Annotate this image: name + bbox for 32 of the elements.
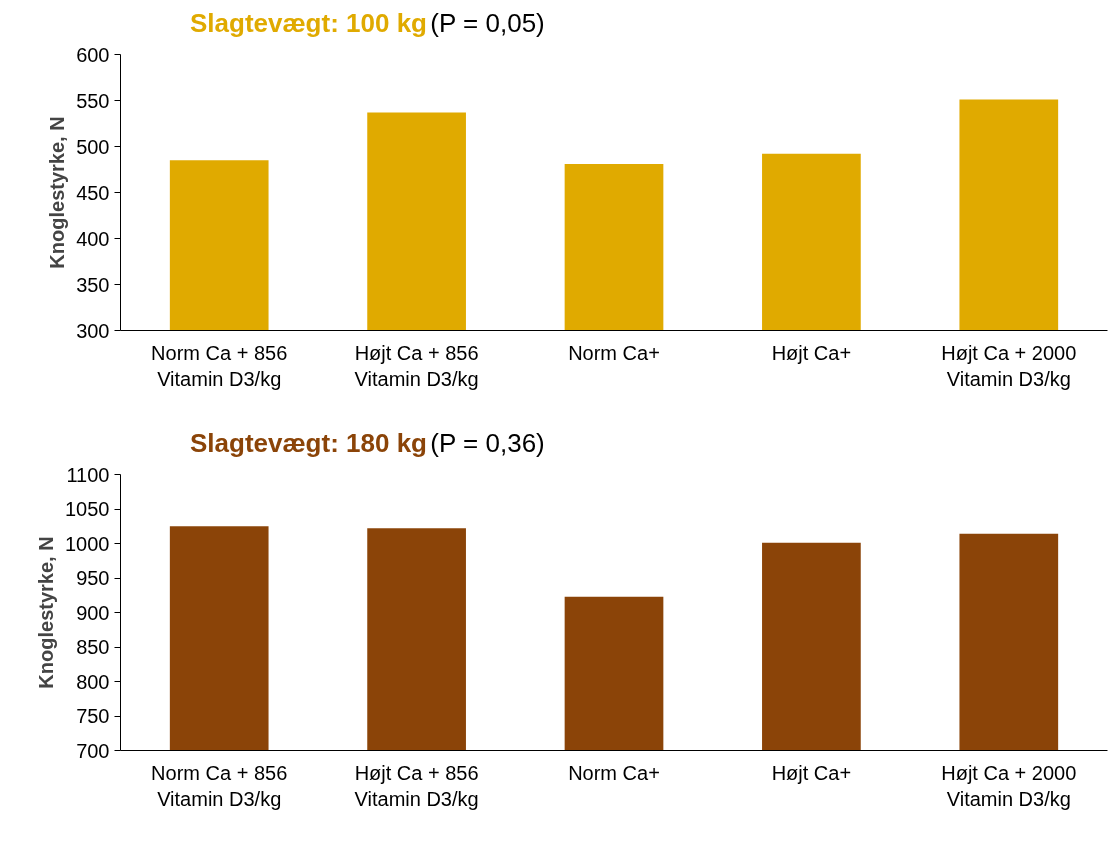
y-tick-label: 700 — [76, 739, 110, 762]
chart-title: Slagtevægt: 180 kg — [190, 428, 427, 458]
chart-title: Slagtevægt: 100 kg — [190, 8, 427, 38]
x-tick-label: Højt Ca + 2000 Vitamin D3/kg — [941, 761, 1077, 810]
y-tick-label: 750 — [76, 705, 110, 727]
x-tick-label: Højt Ca+ — [771, 341, 852, 364]
x-tick-label: Norm Ca+ — [568, 761, 660, 784]
x-tick-label: Norm Ca+ — [568, 341, 660, 364]
y-tick-label: 600 — [76, 43, 110, 66]
x-tick-label: Norm Ca + 856 Vitamin D3/kg — [151, 761, 288, 810]
y-tick-label: 550 — [76, 89, 110, 112]
y-axis-title: Knoglestyrke, N — [35, 536, 58, 689]
x-tick-label: Højt Ca + 856 Vitamin D3/kg — [354, 761, 479, 810]
y-tick-label: 400 — [76, 227, 110, 250]
y-tick-label: 1000 — [65, 532, 110, 555]
x-tick-label: Højt Ca + 856 Vitamin D3/kg — [354, 341, 479, 390]
x-tick-label: Højt Ca + 2000 Vitamin D3/kg — [941, 341, 1077, 390]
x-tick-label: Højt Ca+ — [771, 761, 852, 784]
chart-subtitle: (P = 0,05) — [430, 8, 545, 38]
chart-subtitle: (P = 0,36) — [430, 428, 545, 458]
y-tick-label: 350 — [76, 273, 110, 296]
y-tick-label: 800 — [76, 670, 110, 693]
y-axis-title: Knoglestyrke, N — [46, 116, 69, 269]
y-tick-label: 300 — [76, 319, 110, 342]
y-tick-label: 1100 — [66, 463, 110, 486]
y-tick-label: 900 — [76, 601, 110, 624]
x-tick-label: Norm Ca + 856 Vitamin D3/kg — [151, 341, 288, 390]
y-tick-label: 450 — [76, 181, 110, 204]
y-tick-label: 500 — [76, 135, 110, 158]
y-tick-label: 950 — [76, 567, 110, 589]
y-tick-label: 1050 — [65, 498, 110, 520]
y-tick-label: 850 — [76, 636, 110, 658]
